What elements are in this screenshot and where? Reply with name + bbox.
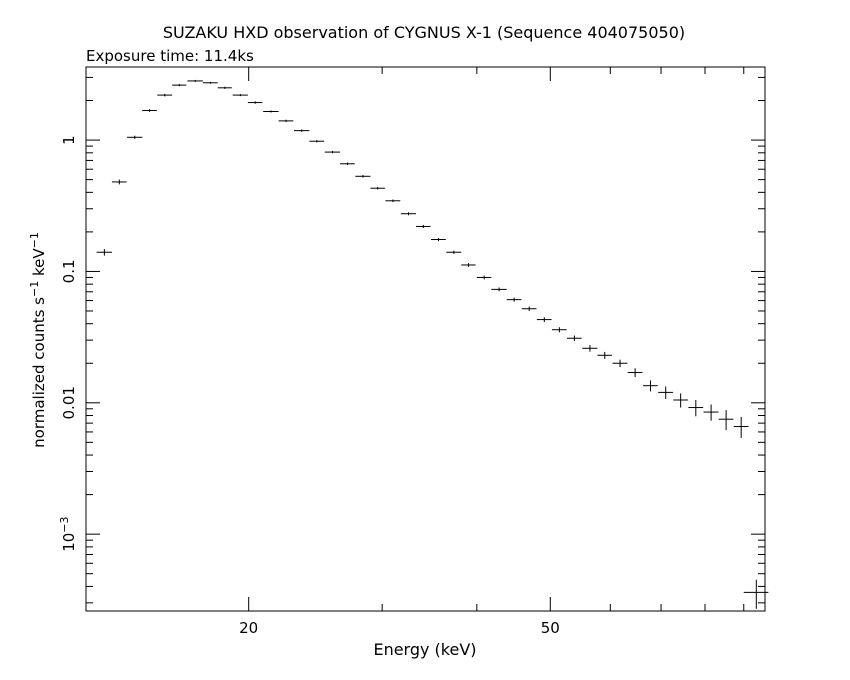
data-point: [111, 179, 127, 185]
y-tick-label-sup: −3: [58, 516, 71, 532]
x-axis-label: Energy (keV): [373, 640, 476, 659]
data-points: [96, 79, 769, 609]
data-point: [743, 579, 769, 609]
data-point: [370, 186, 385, 190]
data-point: [673, 393, 688, 408]
exposure-subtitle: Exposure time: 11.4ks: [86, 47, 254, 65]
data-point: [355, 175, 371, 178]
x-tick-label: 20: [239, 619, 258, 637]
x-tick-label: 50: [541, 619, 560, 637]
data-point: [431, 237, 446, 242]
data-point: [202, 81, 218, 84]
data-point: [385, 199, 401, 203]
data-point: [688, 400, 704, 417]
data-point: [278, 119, 294, 123]
data-point: [521, 306, 537, 311]
data-point: [476, 275, 492, 280]
data-point: [142, 109, 157, 112]
data-point: [232, 94, 248, 97]
chart-title: SUZAKU HXD observation of CYGNUS X-1 (Se…: [163, 23, 685, 42]
data-point: [612, 359, 628, 368]
plot-frame: [85, 66, 766, 612]
data-point: [324, 150, 341, 154]
y-tick-label-base: 0.01: [60, 386, 78, 419]
y-tick-label: 10−3: [58, 516, 78, 551]
data-point: [187, 79, 203, 82]
data-point: [172, 84, 187, 87]
y-tick-label-base: 1: [60, 135, 78, 145]
data-point: [597, 351, 612, 359]
y-axis-label-sup2: −1: [28, 232, 41, 248]
data-point: [658, 386, 674, 399]
data-point: [263, 110, 279, 113]
data-point: [506, 297, 522, 302]
y-tick-label: 0.1: [60, 260, 78, 284]
data-point: [551, 327, 567, 333]
data-point: [247, 101, 263, 104]
y-axis-label-mid: keV: [30, 248, 48, 281]
y-tick-label: 0.01: [60, 386, 78, 419]
y-axis-label-base: normalized counts s: [30, 297, 48, 448]
data-point: [340, 162, 355, 166]
data-point: [217, 86, 232, 89]
y-axis-label-sup1: −1: [28, 281, 41, 297]
data-point: [718, 410, 734, 431]
data-point: [446, 250, 462, 254]
axis-ticks: 20 50 10−3 0.01 0.1 1: [58, 67, 765, 637]
data-point: [733, 416, 749, 438]
y-tick-label-base: 0.1: [60, 260, 78, 284]
data-point: [400, 212, 417, 216]
y-axis-label: normalized counts s−1 keV−1: [28, 232, 48, 448]
data-point: [627, 368, 643, 378]
data-point: [96, 249, 112, 256]
data-point: [309, 140, 325, 143]
y-tick-label: 1: [60, 135, 78, 145]
data-point: [491, 287, 507, 292]
data-point: [566, 335, 582, 342]
data-point: [157, 93, 173, 97]
y-tick-label-base: 10: [60, 533, 78, 552]
data-point: [461, 263, 476, 267]
data-point: [416, 224, 431, 229]
data-point: [536, 317, 552, 323]
data-point: [127, 135, 143, 139]
data-point: [703, 404, 719, 421]
data-point: [643, 380, 658, 392]
data-point: [582, 345, 598, 352]
data-point: [293, 129, 310, 132]
